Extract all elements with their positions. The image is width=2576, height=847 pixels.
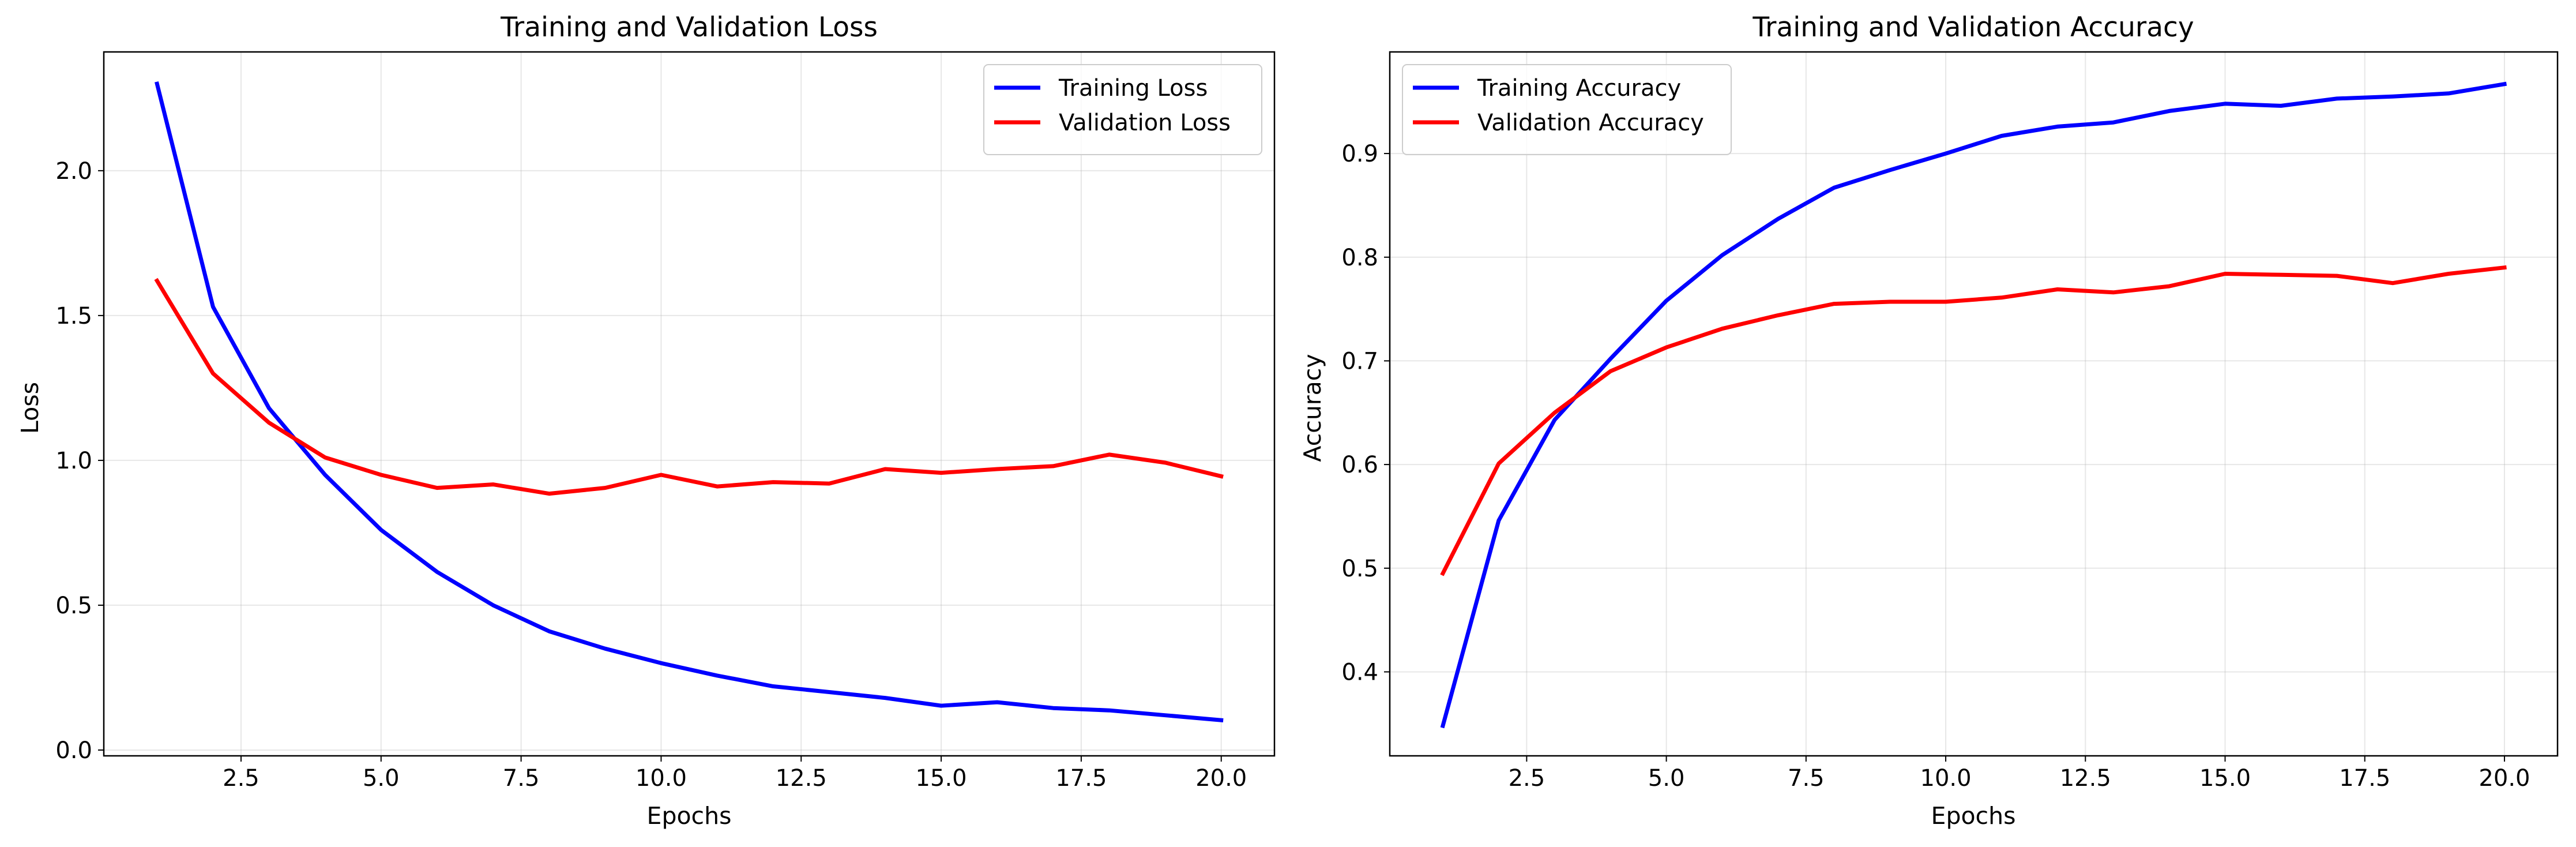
x-tick-label: 15.0 xyxy=(916,765,967,792)
y-tick-label: 0.5 xyxy=(55,593,92,619)
y-tick-label: 0.0 xyxy=(55,737,92,764)
loss-chart-xlabel: Epochs xyxy=(647,802,732,830)
series-line-1 xyxy=(1440,81,2507,729)
accuracy-chart-ylabel: Accuracy xyxy=(1299,354,1326,462)
legend-box xyxy=(1402,64,1732,155)
x-tick-label: 2.5 xyxy=(1509,765,1545,792)
x-tick-label: 10.0 xyxy=(635,765,687,792)
x-tick-label: 5.0 xyxy=(1648,765,1685,792)
series-line-1 xyxy=(155,81,1224,722)
x-tick-label: 20.0 xyxy=(1195,765,1247,792)
series-line-2 xyxy=(154,278,1224,496)
axes-frame xyxy=(103,51,1276,757)
x-tick-label: 12.5 xyxy=(2060,765,2111,792)
legend-label-1: Training Loss xyxy=(1058,75,1208,102)
loss-chart-ylabel: Loss xyxy=(16,382,44,434)
x-tick-label: 2.5 xyxy=(223,765,260,792)
legend-label-1: Training Accuracy xyxy=(1477,75,1681,102)
y-tick-label: 2.0 xyxy=(55,158,92,185)
legend: Training Loss Validation Loss xyxy=(983,64,1262,155)
x-tick-label: 7.5 xyxy=(503,765,540,792)
x-tick-label: 10.0 xyxy=(1920,765,1972,792)
x-tick-label: 17.5 xyxy=(1055,765,1107,792)
x-tick-label: 5.0 xyxy=(363,765,400,792)
y-tick-label: 0.8 xyxy=(1341,245,1378,271)
y-tick-label: 0.6 xyxy=(1341,452,1378,478)
y-tick-label: 1.0 xyxy=(55,448,92,474)
legend-box xyxy=(983,64,1262,155)
loss-chart-plot: 2.5 5.0 7.5 10.0 12.5 15.0 17.5 20.0 0.0 0.5 1.0 1.… xyxy=(55,51,1276,792)
y-tick-label: 1.5 xyxy=(55,303,92,329)
x-tick-label: 20.0 xyxy=(2479,765,2530,792)
loss-chart: Training and Validation Loss Epochs Loss… xyxy=(16,12,1276,830)
y-tick-label: 0.5 xyxy=(1341,556,1378,582)
x-tick-label: 7.5 xyxy=(1788,765,1825,792)
y-tick-label: 0.4 xyxy=(1341,659,1378,685)
legend: Training Accuracy Validation Accuracy xyxy=(1402,64,1732,155)
x-tick-label: 17.5 xyxy=(2339,765,2390,792)
legend-label-2: Validation Loss xyxy=(1059,110,1231,136)
x-tick-label: 15.0 xyxy=(2199,765,2251,792)
legend-label-2: Validation Accuracy xyxy=(1477,110,1704,136)
y-tick-label: 0.7 xyxy=(1341,348,1378,374)
accuracy-chart: Training and Validation Accuracy Epochs … xyxy=(1299,12,2559,830)
loss-chart-title: Training and Validation Loss xyxy=(500,12,878,43)
y-tick-label: 0.9 xyxy=(1341,141,1378,167)
accuracy-chart-xlabel: Epochs xyxy=(1931,802,2016,830)
accuracy-chart-title: Training and Validation Accuracy xyxy=(1752,12,2194,43)
x-tick-label: 12.5 xyxy=(776,765,827,792)
axes-frame xyxy=(1389,51,2559,757)
series-line-2 xyxy=(1440,265,2507,576)
accuracy-chart-plot: 2.5 5.0 7.5 10.0 12.5 15.0 17.5 20.0 0.4 0.5 0.6 0.… xyxy=(1341,51,2559,792)
